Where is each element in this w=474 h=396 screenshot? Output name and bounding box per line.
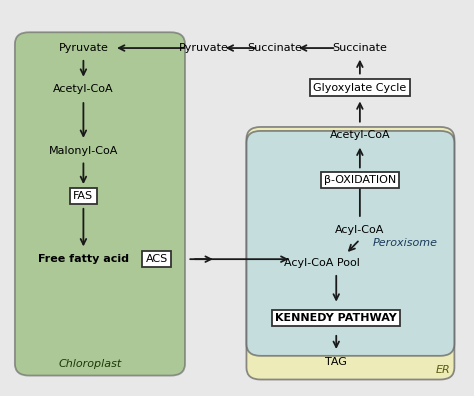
Text: Succinate: Succinate [247, 43, 302, 53]
Text: Acyl-CoA Pool: Acyl-CoA Pool [284, 258, 360, 268]
FancyBboxPatch shape [246, 127, 455, 379]
Text: Peroxisome: Peroxisome [372, 238, 438, 248]
Text: Pyruvate: Pyruvate [179, 43, 229, 53]
Text: Pyruvate: Pyruvate [58, 43, 109, 53]
Text: Malonyl-CoA: Malonyl-CoA [49, 146, 118, 156]
FancyBboxPatch shape [246, 131, 455, 356]
Text: KENNEDY PATHWAY: KENNEDY PATHWAY [275, 313, 397, 324]
Text: Acetyl-CoA: Acetyl-CoA [329, 130, 390, 140]
Text: ACS: ACS [146, 254, 168, 264]
Text: Succinate: Succinate [332, 43, 387, 53]
Text: Acetyl-CoA: Acetyl-CoA [53, 84, 114, 95]
Text: Chloroplast: Chloroplast [59, 359, 122, 369]
Text: ER: ER [435, 365, 450, 375]
Text: Acyl-CoA: Acyl-CoA [335, 225, 384, 234]
Text: Free fatty acid: Free fatty acid [38, 254, 129, 264]
Text: Glyoxylate Cycle: Glyoxylate Cycle [313, 82, 407, 93]
Text: FAS: FAS [73, 191, 93, 201]
Text: TAG: TAG [325, 357, 347, 367]
FancyBboxPatch shape [15, 32, 185, 375]
Text: β-OXIDATION: β-OXIDATION [324, 175, 396, 185]
